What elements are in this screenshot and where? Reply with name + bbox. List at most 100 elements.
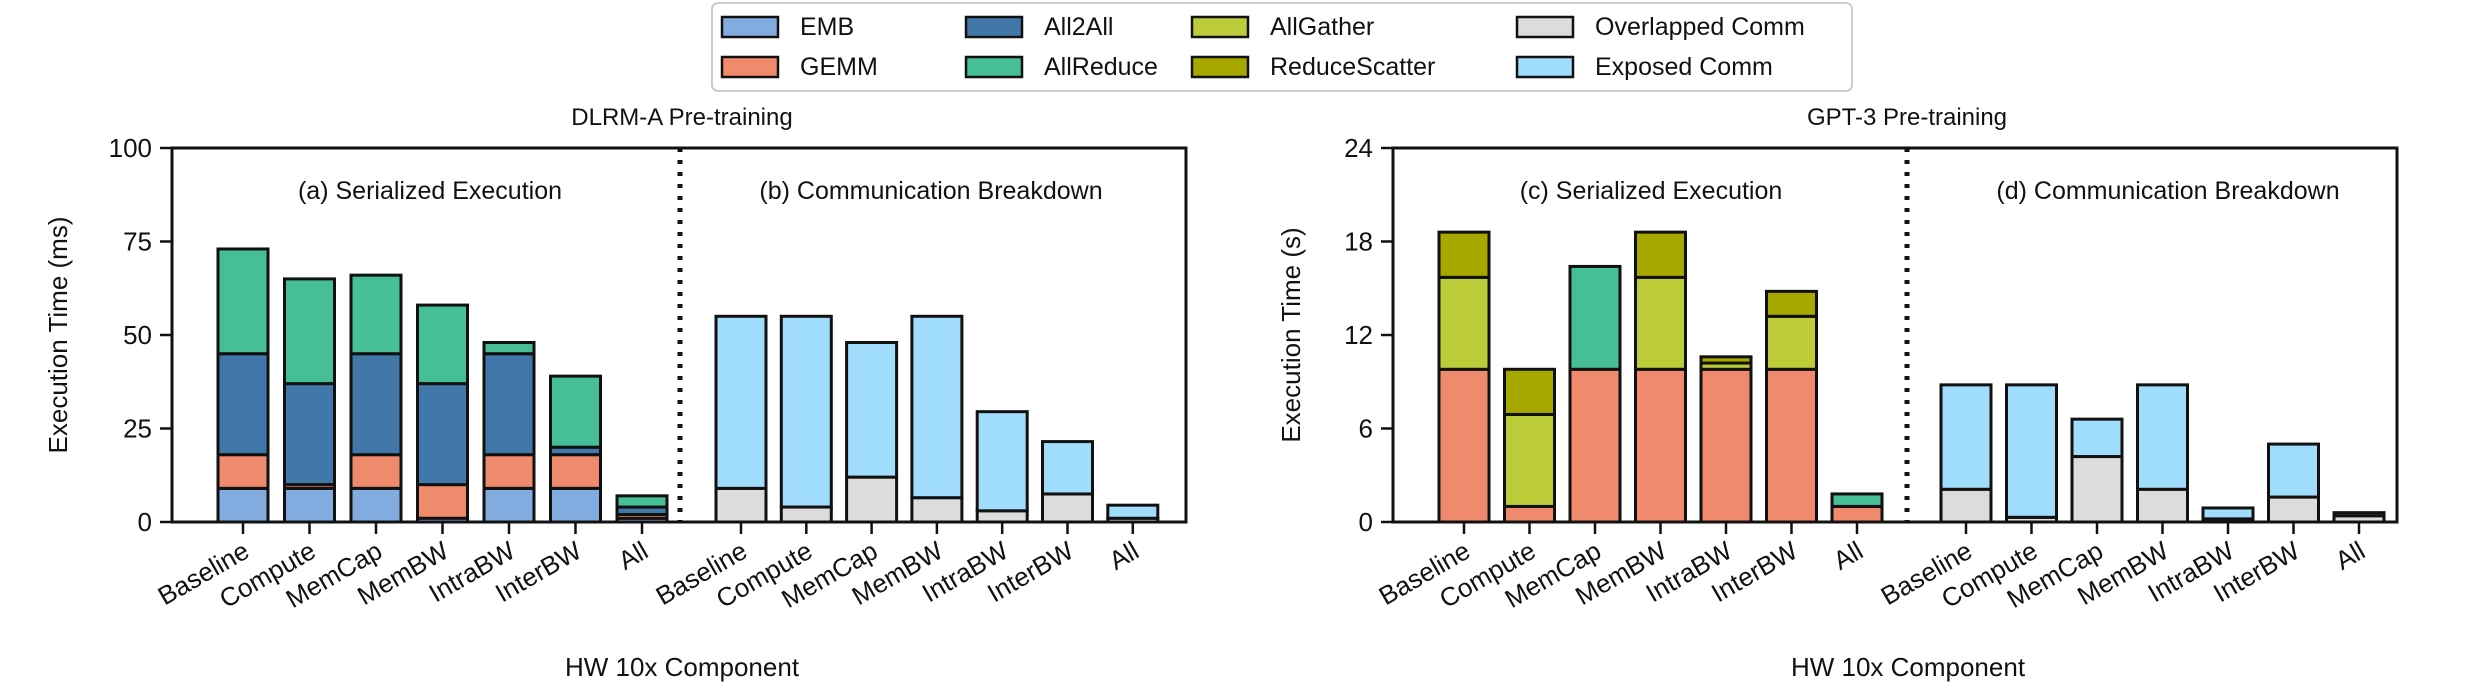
bar-gemm [416,483,469,520]
legend-label-overlapped: Overlapped Comm [1595,13,1805,41]
x-tick-label: All [2330,535,2370,575]
bar-allreduce [549,374,602,449]
legend: EMB GEMM All2All AllReduce AllGather ReduceSc… [711,2,1853,92]
bar-gemm [549,453,602,490]
bar-reducescatter [1765,289,1818,318]
legend-swatch-reducescatter [1190,55,1250,79]
bar-overlapped [1041,492,1094,524]
y-tick-label: 50 [123,320,152,350]
bar-all2all [283,382,336,487]
chart-1: GPT-3 Pre-training 0 6 12 18 24 Execution Time… [1276,104,2399,682]
panel-label: (b) Communication Breakdown [759,177,1102,205]
y-tick-label: 100 [109,133,152,163]
bar-emb [482,486,536,524]
bar-allgather [1437,275,1491,371]
bar-overlapped [2070,455,2124,524]
bar-reducescatter [1699,355,1753,365]
bar-gemm [1699,367,1753,524]
chart-0: DLRM-A Pre-training 0 25 50 75 100 Execution T… [43,104,1188,682]
bar-gemm [349,453,403,490]
bar-reducescatter [1503,367,1556,416]
y-tick-label: 18 [1344,227,1373,257]
axes-frame [1391,146,2399,524]
legend-swatch-emb [720,15,780,39]
legend-swatch-gemm [720,55,780,79]
legend-swatch-allreduce [964,55,1024,79]
bar-all2all [216,352,270,457]
panel-1: (b) Communication BreakdownBaselineCompu… [651,177,1160,614]
bar-allgather [1634,275,1687,371]
chart-title: DLRM-A Pre-training [571,104,792,131]
legend-label-allgather: AllGather [1270,13,1374,41]
bar-exposed [1106,503,1160,520]
legend-label-allreduce: AllReduce [1044,53,1158,81]
bar-gemm [1568,367,1622,524]
bar-exposed [845,340,899,479]
bar-exposed [2005,383,2058,519]
bar-exposed [2070,417,2124,459]
panel-0: (c) Serialized ExecutionBaselineComputeM… [1374,177,1884,614]
legend-label-exposed: Exposed Comm [1595,53,1773,81]
bar-allgather [1765,314,1818,371]
panel-label: (c) Serialized Execution [1520,177,1783,205]
y-tick-label: 75 [123,227,152,257]
bar-gemm [1765,367,1818,524]
bar-allreduce [349,273,403,356]
panel-label: (d) Communication Breakdown [1996,177,2339,205]
legend-swatch-overlapped [1515,15,1575,39]
legend-label-all2all: All2All [1044,13,1113,41]
legend-swatch-all2all [964,15,1024,39]
bar-all2all [349,352,403,457]
bar-exposed [910,314,964,500]
y-tick-label: 12 [1344,320,1373,350]
bar-overlapped [779,505,833,524]
bar-gemm [1437,367,1491,524]
y-tick-label: 24 [1344,133,1373,163]
panel-label: (a) Serialized Execution [298,177,562,205]
charts: DLRM-A Pre-training 0 25 50 75 100 Execution T… [43,104,2399,682]
bar-overlapped [2136,487,2189,524]
x-tick-label: All [1104,535,1144,575]
bar-reducescatter [1634,230,1687,279]
bar-exposed [779,314,833,509]
bar-gemm [1634,367,1687,524]
y-axis-label: Execution Time (s) [1276,227,1306,442]
legend-label-gemm: GEMM [800,53,878,81]
bar-all2all [482,352,536,457]
panel-0: (a) Serialized ExecutionBaselineComputeM… [153,177,669,614]
bar-exposed [2267,442,2320,499]
bar-overlapped [910,496,964,524]
chart-title: GPT-3 Pre-training [1807,104,2007,131]
legend-swatch-exposed [1515,55,1575,79]
bar-overlapped [975,509,1029,524]
bar-exposed [714,314,768,490]
bar-allgather [1503,412,1556,508]
bar-allreduce [1830,492,1884,508]
bar-exposed [975,410,1029,513]
bar-gemm [1503,504,1556,524]
bar-allreduce [482,340,536,356]
bar-exposed [1041,440,1094,496]
bar-gemm [216,453,270,490]
bar-exposed [1939,383,1993,491]
bar-reducescatter [1437,230,1491,279]
bar-overlapped [1939,487,1993,524]
bar-emb [349,486,403,524]
bar-exposed [2332,511,2386,518]
x-axis-label: HW 10x Component [1791,652,2026,682]
bar-allreduce [216,247,270,356]
bar-allreduce [615,494,669,509]
bar-overlapped [845,475,899,524]
legend-label-reducescatter: ReduceScatter [1270,53,1435,81]
bar-gemm [482,453,536,490]
legend-label-emb: EMB [800,13,854,41]
bar-overlapped [2267,495,2320,524]
bar-allreduce [1568,264,1622,371]
legend-swatch-allgather [1190,15,1250,39]
bar-exposed [2201,506,2255,521]
x-axis-label: HW 10x Component [565,652,800,682]
y-tick-label: 25 [123,414,152,444]
y-tick-label: 0 [138,507,152,537]
bar-emb [549,486,602,524]
